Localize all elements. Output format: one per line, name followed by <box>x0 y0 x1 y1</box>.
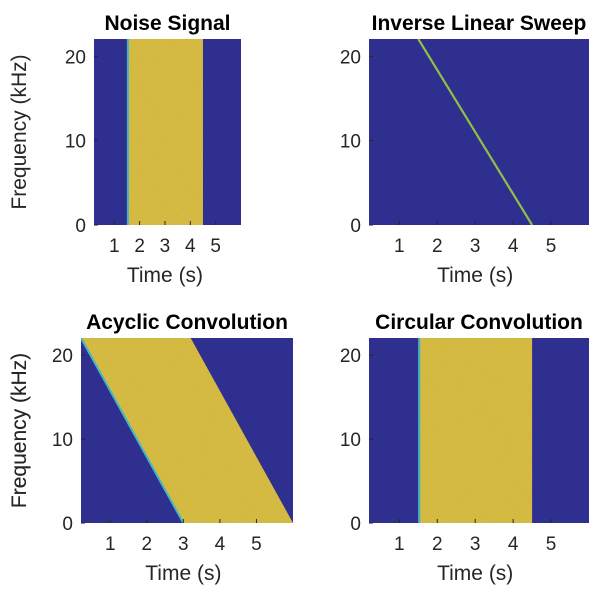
chart-title: Circular Convolution <box>375 311 583 334</box>
y-tick-label: 0 <box>75 216 86 237</box>
y-tick-label: 20 <box>340 346 361 367</box>
x-tick-label: 3 <box>470 534 481 555</box>
sweep-line <box>417 39 534 225</box>
x-tick-label: 3 <box>178 534 189 555</box>
x-axis-label: Time (s) <box>437 264 513 287</box>
x-tick-label: 2 <box>432 236 443 257</box>
x-tick-label: 3 <box>470 236 481 257</box>
y-tick-label: 20 <box>52 346 73 367</box>
chart-title: Acyclic Convolution <box>86 311 288 334</box>
x-tick-label: 4 <box>185 236 196 257</box>
y-tick-label: 10 <box>52 430 73 451</box>
y-tick-label: 20 <box>65 47 86 68</box>
y-axis-label: Frequency (kHz) <box>8 353 31 508</box>
chart-title: Noise Signal <box>104 12 230 35</box>
energy-texture <box>126 39 203 225</box>
x-tick-label: 1 <box>394 236 405 257</box>
y-tick-label: 10 <box>340 132 361 153</box>
x-tick-label: 2 <box>142 534 153 555</box>
x-tick-label: 5 <box>546 236 557 257</box>
energy-texture <box>418 338 533 523</box>
energy-texture <box>81 338 293 523</box>
x-tick-label: 2 <box>134 236 145 257</box>
x-axis-label: Time (s) <box>437 562 513 585</box>
y-tick-label: 10 <box>65 132 86 153</box>
x-tick-label: 4 <box>508 236 519 257</box>
x-tick-label: 4 <box>508 534 519 555</box>
y-axis-label: Frequency (kHz) <box>8 353 31 508</box>
x-tick-label: 5 <box>251 534 262 555</box>
x-axis-label: Time (s) <box>127 264 203 287</box>
x-tick-label: 4 <box>215 534 226 555</box>
chart-panel-1: 1 2 3 4 5 0 10 20 Noise Signal Time (s) Frequency … <box>8 12 241 287</box>
y-tick-label: 0 <box>350 514 361 535</box>
plot-background <box>369 39 589 225</box>
x-tick-label: 1 <box>105 534 116 555</box>
y-tick-label: 0 <box>62 514 73 535</box>
y-axis-label: Frequency (kHz) <box>8 54 31 209</box>
x-tick-label: 3 <box>160 236 171 257</box>
x-axis-label: Time (s) <box>145 562 221 585</box>
chart-panel-2: 1 2 3 4 5 0 10 20 Inverse Linear Sweep Time (s) <box>340 12 589 287</box>
onset-edge <box>81 338 185 523</box>
chart-title: Inverse Linear Sweep <box>372 12 587 35</box>
x-tick-label: 1 <box>109 236 120 257</box>
x-tick-label: 2 <box>432 534 443 555</box>
x-tick-label: 5 <box>546 534 557 555</box>
chart-panel-3: 1 2 3 4 5 0 10 20 Acyclic Convolution Time (s) Fre… <box>8 311 293 585</box>
x-tick-label: 1 <box>394 534 405 555</box>
x-tick-label: 5 <box>210 236 221 257</box>
y-tick-label: 0 <box>350 216 361 237</box>
y-tick-label: 20 <box>340 47 361 68</box>
y-tick-label: 10 <box>340 430 361 451</box>
